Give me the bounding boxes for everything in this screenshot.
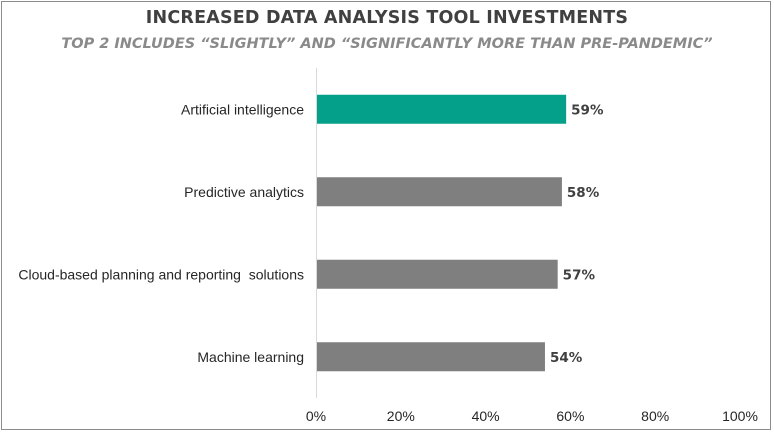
labels-layer: 0% 20% 40% 60% 80% 100% Artificial intelligenc…: [18, 101, 758, 424]
bar: [317, 259, 558, 289]
chart-title: INCREASED DATA ANALYSIS TOOL INVESTMENTS: [145, 8, 629, 28]
x-tick-label: 60%: [556, 408, 584, 424]
value-label: 59%: [571, 102, 604, 118]
bar: [317, 342, 545, 372]
value-label: 58%: [567, 185, 600, 201]
bars-layer: [317, 94, 567, 372]
x-tick-label: 20%: [387, 408, 415, 424]
x-tick-label: 40%: [472, 408, 500, 424]
chart-subtitle: TOP 2 INCLUDES “SLIGHTLY” AND “SIGNIFICA…: [61, 36, 713, 52]
bar: [317, 177, 562, 207]
category-label: Cloud-based planning and reporting solut…: [18, 266, 304, 282]
x-tick-label: 80%: [641, 408, 669, 424]
value-label: 57%: [563, 267, 596, 283]
category-label: Machine learning: [197, 349, 304, 365]
category-label: Artificial intelligence: [181, 101, 304, 117]
bar: [317, 94, 567, 124]
x-tick-label: 100%: [722, 408, 758, 424]
x-tick-label: 0%: [306, 408, 326, 424]
value-label: 54%: [550, 350, 583, 366]
category-label: Predictive analytics: [184, 184, 304, 200]
